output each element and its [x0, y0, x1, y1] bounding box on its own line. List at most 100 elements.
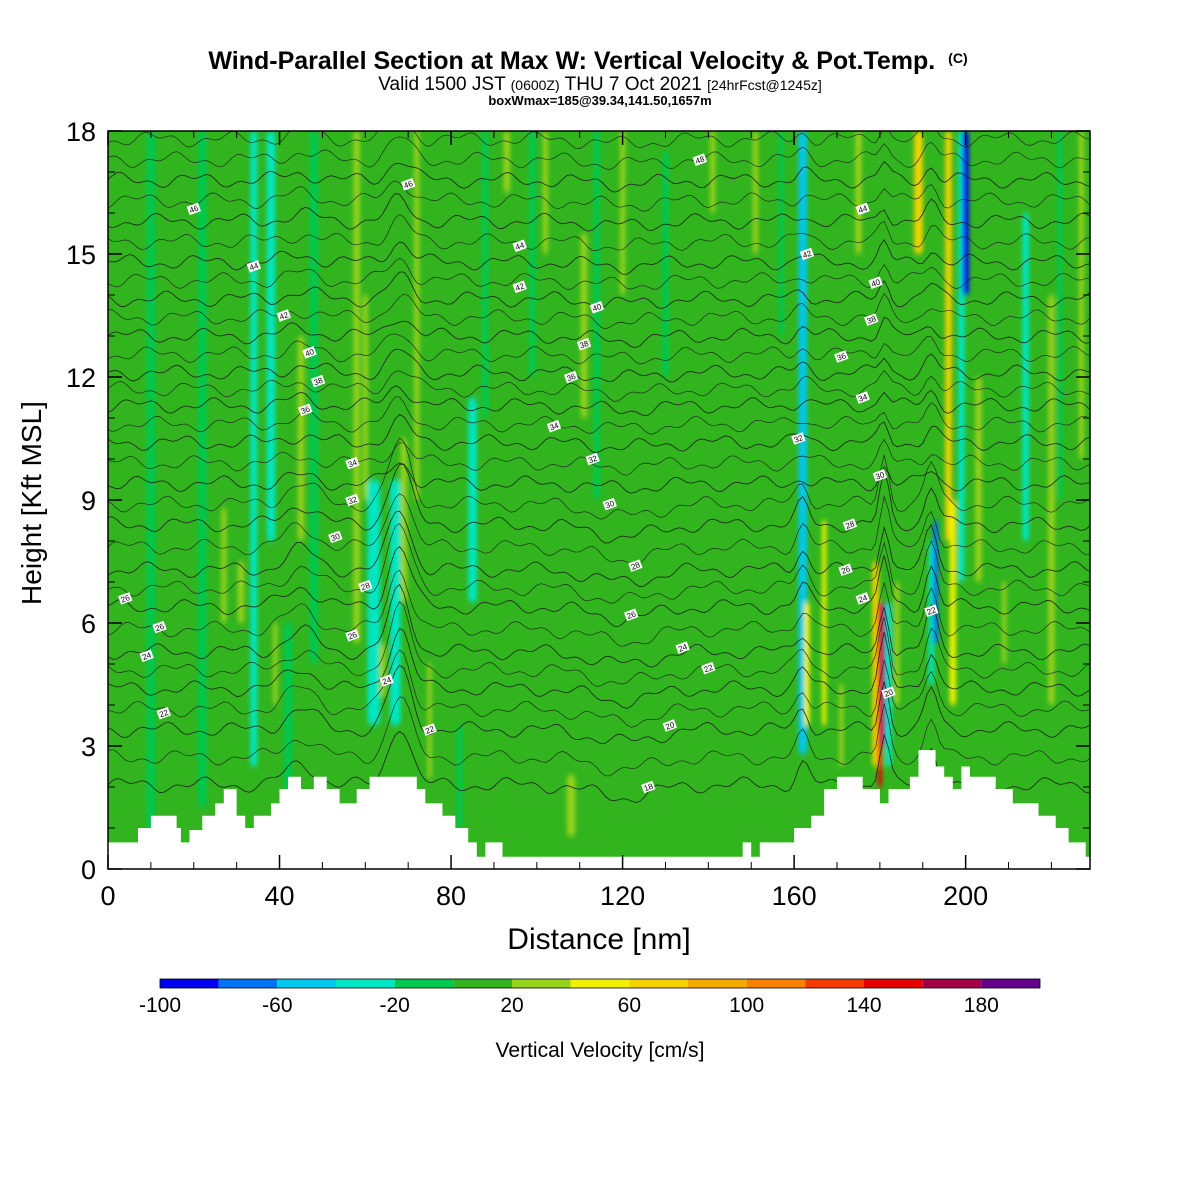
contour-label-18: 36: [563, 370, 579, 384]
velocity-feature-29: [710, 131, 716, 213]
contour-label-34: 42: [799, 247, 815, 261]
theta-contour-21: [108, 333, 1090, 365]
theta-contour-1: [108, 696, 1090, 777]
contour-label-bg: [512, 280, 527, 294]
velocity-feature-0: [146, 131, 156, 837]
subtitle-utc: (0600Z): [511, 77, 560, 93]
velocity-feature-1: [198, 131, 207, 808]
contour-label-text: 22: [703, 663, 715, 675]
contour-label-33: 44: [855, 202, 870, 216]
velocity-feature-50: [1002, 582, 1007, 664]
contour-label-3: 40: [302, 346, 317, 359]
colorbar-swatch-12: [864, 979, 923, 988]
contour-label-21: 30: [602, 497, 617, 511]
velocity-feature-27: [620, 131, 626, 295]
contour-label-text: 42: [801, 249, 813, 261]
velocity-feature-22: [529, 131, 536, 377]
velocity-feature-9: [309, 131, 319, 664]
x-tick-label: 120: [600, 881, 645, 911]
contour-label-layer: 46 44 42 40 38 36 34 32 30 28 26 24 22 46 44 42 40 38 36 34…: [118, 153, 939, 794]
chart-info: boxWmax=185@39.34,141.50,1657m: [488, 93, 711, 108]
theta-contour-3: [108, 649, 1090, 728]
contour-label-text: 22: [424, 724, 436, 736]
contour-label-bg: [624, 608, 639, 622]
velocity-feature-23: [542, 131, 548, 254]
y-tick-label: 9: [81, 486, 96, 516]
theta-contour-25: [108, 257, 1090, 290]
contour-label-text: 28: [360, 581, 372, 593]
x-axis-label: Distance [nm]: [507, 923, 690, 956]
contour-label-bg: [855, 391, 870, 404]
contour-label-bg: [298, 403, 313, 417]
velocity-feature-5: [266, 131, 276, 541]
contour-label-text: 28: [844, 519, 856, 531]
theta-contour-2: [108, 664, 1090, 745]
contour-label-text: 30: [874, 470, 886, 482]
theta-contour-7: [108, 569, 1090, 647]
theta-contour-15: [108, 438, 1090, 476]
theta-contour-29: [108, 180, 1090, 212]
theta-contour-28: [108, 193, 1090, 232]
theta-contour-5: [108, 601, 1090, 687]
contour-label-bg: [422, 723, 437, 736]
theta-contour-23: [108, 292, 1090, 330]
velocity-feature-31: [778, 131, 784, 336]
contour-label-42: 26: [838, 563, 853, 576]
theta-contour-14: [108, 462, 1090, 494]
contour-label-bg: [868, 276, 883, 289]
contour-label-bg: [585, 452, 600, 466]
velocity-feature-4: [250, 131, 258, 767]
x-tick-label: 0: [100, 881, 115, 911]
contour-label-text: 34: [347, 458, 359, 470]
contour-label-text: 24: [381, 675, 393, 687]
colorbar-swatch-6: [512, 979, 571, 988]
colorbar-swatch-10: [746, 979, 806, 988]
contour-label-bg: [924, 604, 939, 617]
velocity-feature-16: [414, 131, 420, 500]
contour-label-bg: [675, 641, 690, 654]
contour-label-text: 32: [587, 454, 599, 466]
colorbar-tick-label: -20: [379, 994, 409, 1017]
contour-label-37: 36: [834, 350, 849, 363]
contour-label-text: 26: [840, 564, 852, 576]
contour-label-24: 24: [675, 641, 690, 654]
contour-label-text: 42: [514, 281, 526, 293]
theta-contour-8: [108, 545, 1090, 628]
contour-label-bg: [641, 780, 656, 794]
contour-label-text: 26: [626, 609, 638, 621]
colorbar-tick-label: 140: [846, 994, 881, 1017]
contour-label-text: 38: [313, 376, 325, 388]
contour-label-text: 36: [836, 351, 848, 363]
chart-title: Wind-Parallel Section at Max W: Vertical…: [208, 47, 967, 75]
contour-label-text: 30: [330, 531, 342, 543]
contour-label-text: 44: [514, 240, 526, 252]
velocity-feature-32: [798, 131, 807, 755]
contour-label-text: 28: [630, 560, 642, 572]
contour-label-bg: [872, 469, 888, 482]
contour-label-bg: [701, 661, 716, 675]
colorbar-swatch-1: [218, 979, 278, 988]
colorbar-swatch-8: [629, 979, 688, 988]
contour-label-bg: [328, 530, 343, 544]
velocity-feature-30: [752, 131, 759, 254]
contour-label-text: 20: [883, 687, 895, 699]
theta-contour-30: [108, 160, 1090, 193]
velocity-feature-19: [468, 397, 477, 603]
colorbar-swatch-11: [805, 979, 864, 988]
contour-label-bg: [118, 592, 133, 605]
theta-contour-19: [108, 369, 1090, 402]
velocity-feature-24: [566, 774, 576, 837]
velocity-feature-10: [353, 131, 360, 644]
contour-label-7: 32: [345, 493, 360, 507]
contour-label-bg: [512, 239, 527, 253]
colorbar-swatch-14: [981, 979, 1040, 988]
contour-label-16: 40: [589, 301, 605, 314]
contour-label-5: 36: [298, 403, 313, 417]
contour-label-text: 26: [154, 622, 166, 634]
colorbar-tick-label: 60: [618, 994, 641, 1017]
contour-label-text: 40: [304, 347, 316, 359]
colorbar-swatch-4: [394, 979, 454, 988]
contour-label-text: 40: [591, 302, 603, 314]
contour-label-45: 20: [881, 686, 896, 699]
